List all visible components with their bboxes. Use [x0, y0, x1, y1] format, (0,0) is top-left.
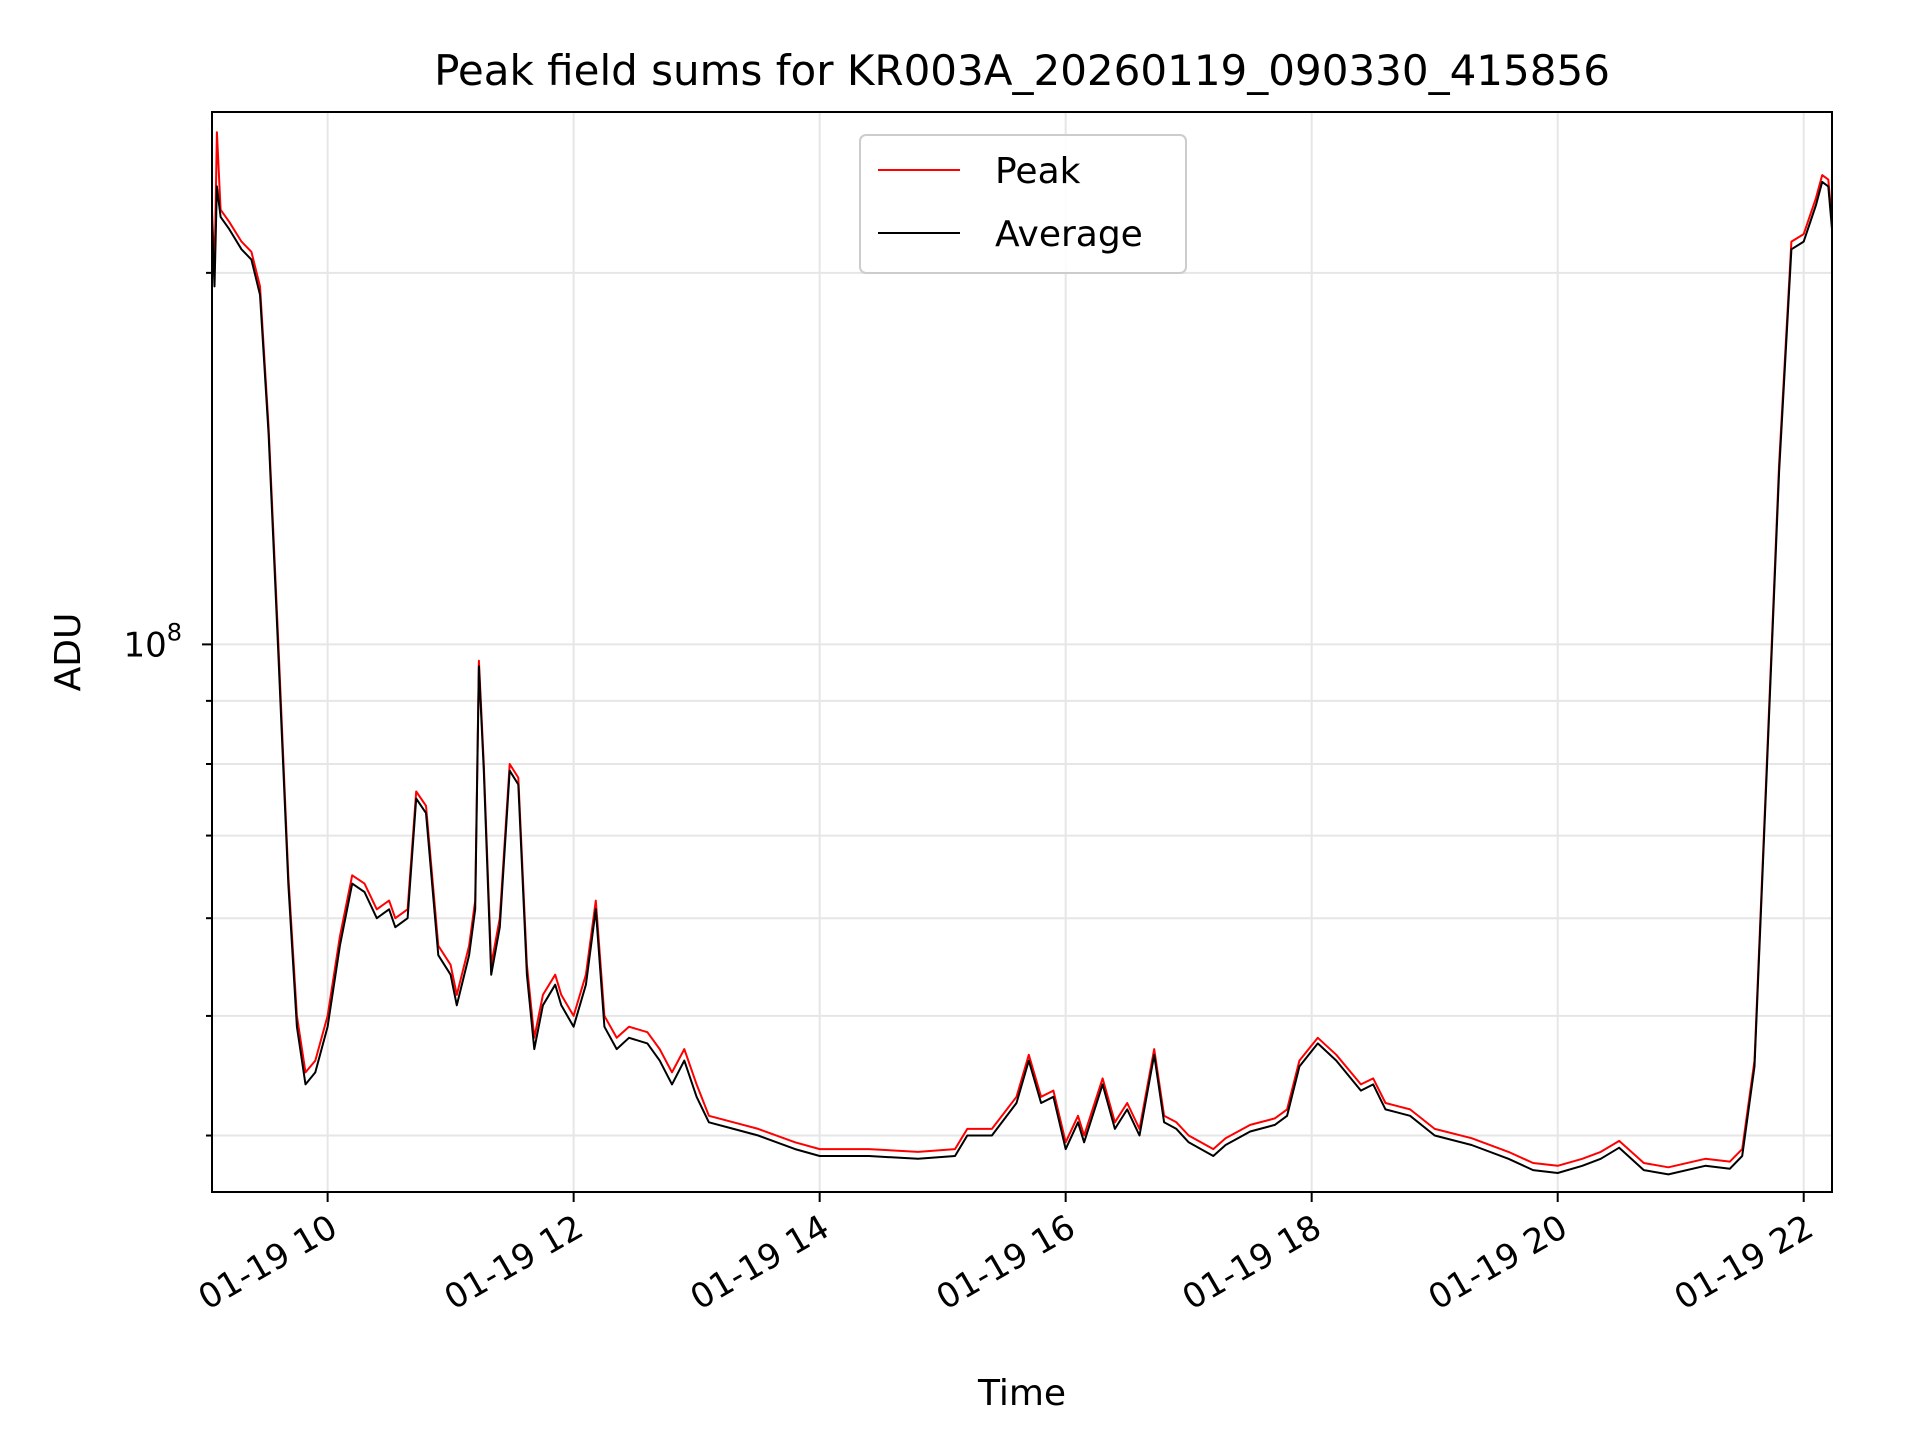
series-group	[212, 131, 1832, 1176]
x-axis-label: Time	[977, 1373, 1066, 1414]
y-axis-label: ADU	[48, 613, 89, 692]
legend: Peak Average	[859, 134, 1187, 274]
series-line-peak	[212, 131, 1832, 1169]
y-axis-ticks: 108	[123, 271, 212, 1137]
plot-frame	[211, 111, 1833, 1193]
y-tick-label-base: 10	[123, 625, 166, 665]
y-tick-label-exponent: 8	[167, 618, 182, 646]
legend-label-peak: Peak	[995, 151, 1081, 192]
legend-label-average: Average	[995, 214, 1143, 255]
chart-title: Peak field sums for KR003A_20260119_0903…	[434, 46, 1610, 95]
y-tick-label: 108	[123, 618, 182, 665]
series-line-average	[212, 180, 1832, 1176]
